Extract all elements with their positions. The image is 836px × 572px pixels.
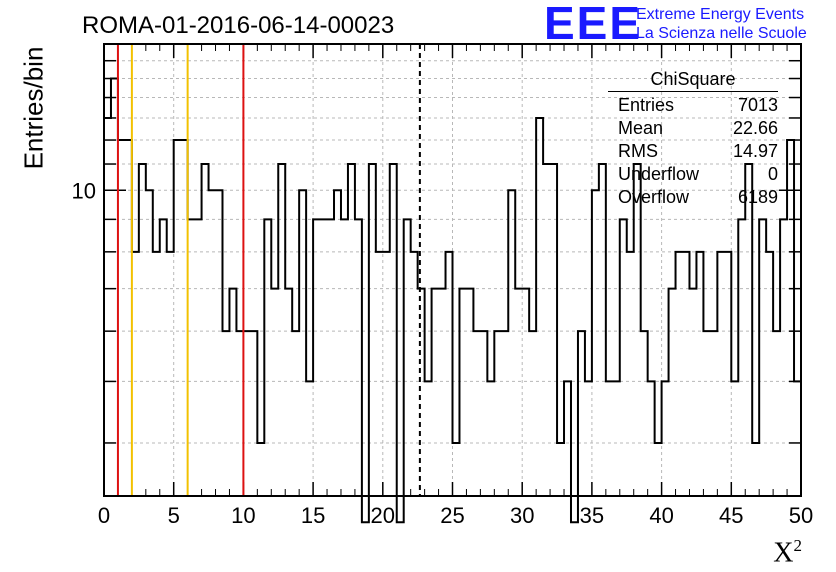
x-tick-label: 35 [580, 503, 604, 528]
tick-labels: 0 5 10 15 20 25 30 35 40 45 50 10 [72, 178, 814, 528]
x-tick-label: 0 [98, 503, 110, 528]
stats-row-underflow: Underflow 0 [608, 163, 778, 186]
y-tick-label: 10 [72, 178, 96, 203]
x-tick-label: 45 [719, 503, 743, 528]
x-axis-label: X2 [773, 536, 802, 569]
stats-value: 14.97 [732, 141, 778, 161]
stats-value: 7013 [737, 95, 778, 115]
stats-label: RMS [618, 141, 658, 161]
stats-label: Underflow [618, 164, 700, 184]
stats-label: Overflow [618, 187, 690, 207]
logo-line-2: La Scienza nelle Scuole [636, 25, 807, 42]
x-tick-label: 25 [440, 503, 464, 528]
x-tick-label: 10 [231, 503, 255, 528]
stats-value: 6189 [737, 187, 778, 207]
x-tick-label: 20 [371, 503, 395, 528]
x-tick-label: 15 [301, 503, 325, 528]
plot-frame [103, 43, 802, 497]
chart-title: ROMA-01-2016-06-14-00023 [82, 12, 395, 39]
stats-row-entries: Entries 7013 [608, 94, 778, 117]
y-axis-label: Entries/bin [18, 46, 49, 170]
stats-label: Mean [618, 118, 664, 138]
stats-title: ChiSquare [608, 68, 778, 92]
eee-logo: EEE Extreme Energy Events La Scienza nel… [544, 0, 834, 49]
stats-row-overflow: Overflow 6189 [608, 186, 778, 209]
stats-value: 22.66 [732, 118, 778, 138]
x-tick-label: 30 [510, 503, 534, 528]
x-axis-label-base: X [773, 537, 794, 569]
stats-label: Entries [618, 95, 675, 115]
stats-row-rms: RMS 14.97 [608, 140, 778, 163]
logo-line-1: Extreme Energy Events [636, 6, 805, 23]
stats-box: ChiSquare Entries 7013 Mean 22.66 RMS 14.97… [608, 68, 778, 209]
x-axis-label-sup: 2 [793, 536, 803, 555]
logo-mark: EEE [544, 0, 643, 49]
stats-value: 0 [767, 164, 778, 184]
histogram-line [104, 77, 801, 524]
x-tick-label: 50 [789, 503, 813, 528]
cut-lines [116, 44, 421, 496]
stats-row-mean: Mean 22.66 [608, 117, 778, 140]
x-tick-label: 5 [168, 503, 180, 528]
x-tick-label: 40 [649, 503, 673, 528]
